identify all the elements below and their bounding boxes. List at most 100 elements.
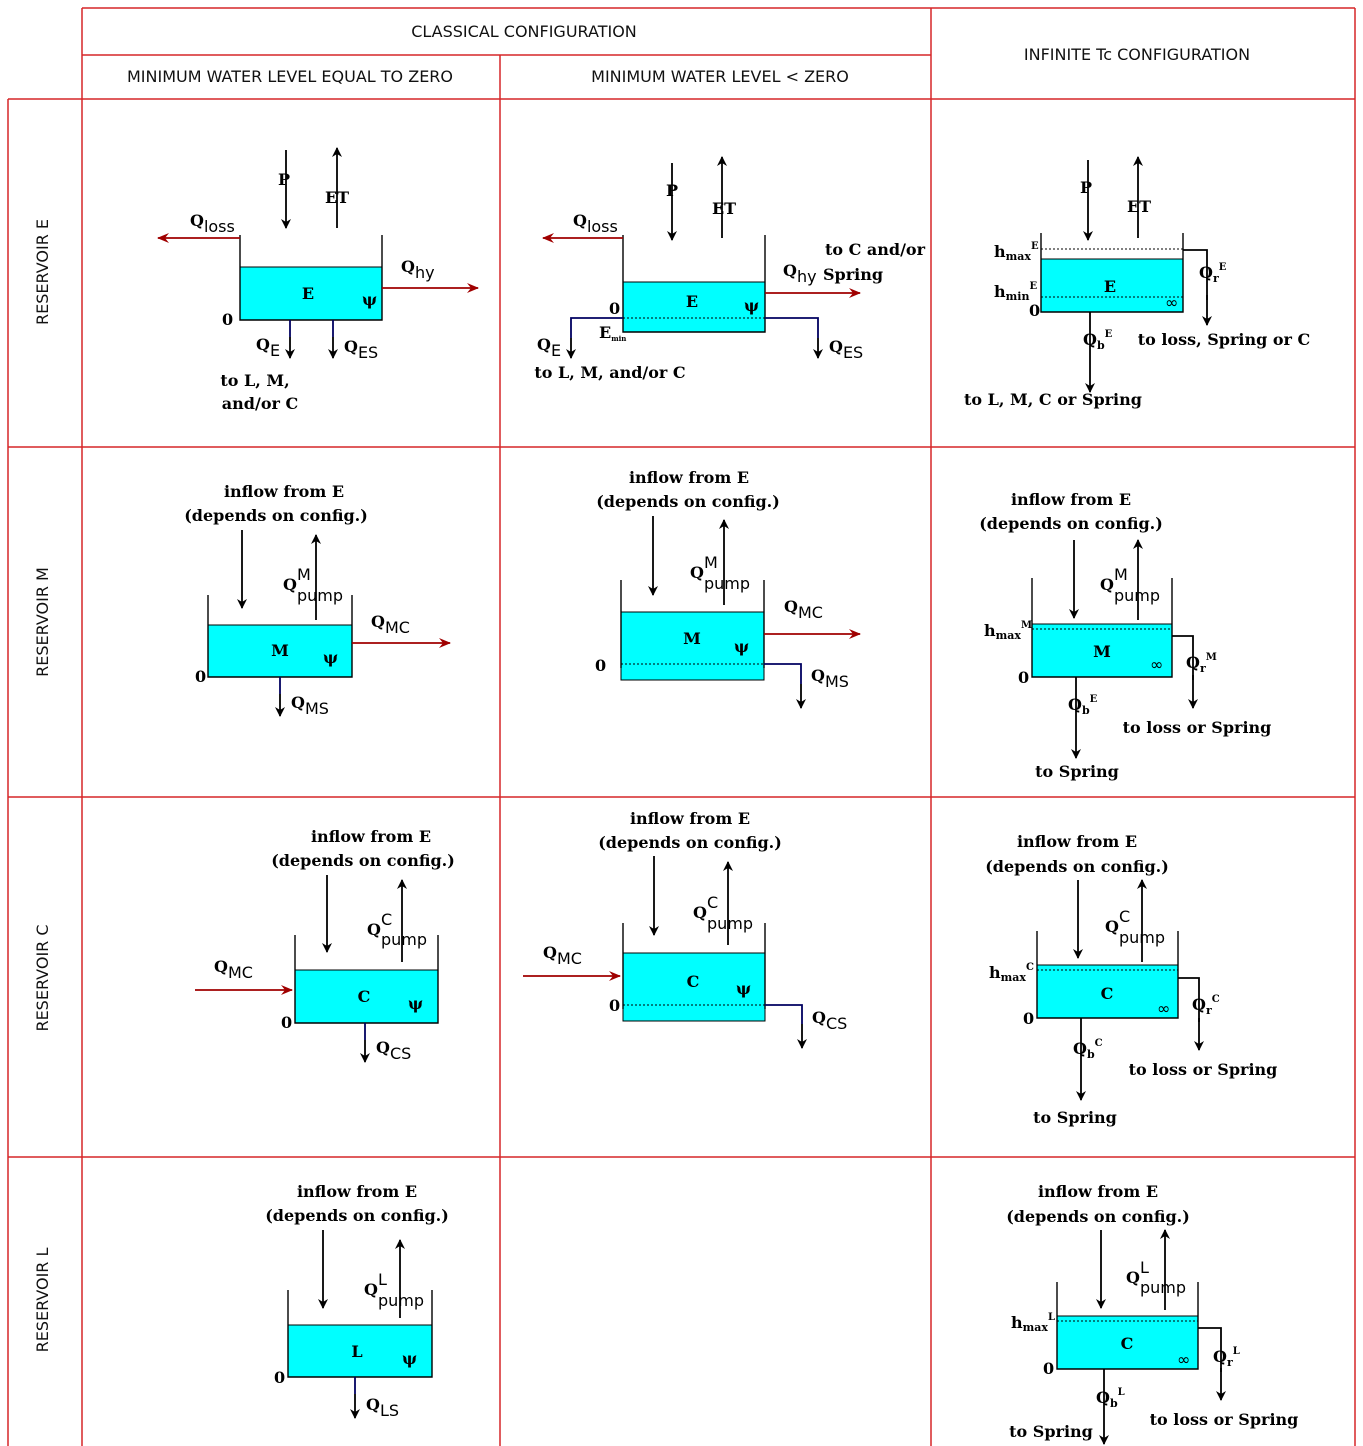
zero-label: 0 — [609, 996, 620, 1015]
pump-sub: pump — [378, 1291, 424, 1310]
qr-destination: to loss, Spring or C — [1138, 330, 1311, 349]
hmin-label: hminE — [994, 281, 1037, 303]
zero-label: 0 — [281, 1013, 292, 1032]
water-body — [622, 281, 766, 333]
cell-l-min-zero: L ψ inflow from E (depends on config.) Q… — [265, 1182, 449, 1420]
pump-sub: pump — [1140, 1278, 1186, 1297]
zero-label: 0 — [609, 299, 620, 318]
qes-label: QES — [829, 337, 863, 362]
depends-label: (depends on config.) — [271, 851, 455, 870]
pump-label: QL — [364, 1270, 387, 1299]
qr-destination: to loss or Spring — [1150, 1410, 1299, 1429]
inflow-label: inflow from E — [297, 1182, 417, 1201]
tank-label: M — [1093, 642, 1111, 661]
valve-icon: ψ — [408, 994, 423, 1013]
qms-label: QMS — [811, 666, 849, 691]
tank-label: C — [1121, 1334, 1134, 1353]
pump-sub: pump — [704, 574, 750, 593]
tank-walls — [1056, 1282, 1199, 1370]
valve-icon: ψ — [402, 1349, 417, 1368]
qe-pipe — [570, 317, 623, 338]
zero-label: 0 — [195, 667, 206, 686]
tank-label: E — [302, 284, 314, 303]
tank-walls — [1040, 233, 1184, 313]
emin-label: Emin — [599, 323, 626, 343]
infinity-icon: ∞ — [1157, 999, 1170, 1018]
qhy-label: Qhy — [401, 257, 435, 282]
qe-label: QE — [537, 335, 561, 360]
pump-sub: pump — [1114, 586, 1160, 605]
et-label: ET — [712, 199, 736, 218]
qcs-label: QCS — [812, 1008, 847, 1033]
zero-label: 0 — [1029, 301, 1040, 320]
qmc-label: QMC — [543, 943, 582, 968]
qb-label: QbE — [1068, 694, 1098, 717]
qms-label: QMS — [291, 693, 329, 718]
pump-sub: pump — [707, 914, 753, 933]
inflow-label: inflow from E — [1017, 832, 1137, 851]
cell-m-min-below-zero: M ψ inflow from E (depends on config.) Q… — [595, 468, 861, 709]
dest-line-1: to C and/or — [825, 240, 926, 259]
qb-label: QbL — [1096, 1387, 1125, 1410]
qr-label: QrC — [1192, 994, 1220, 1017]
tank-label: E — [686, 292, 698, 311]
depends-label: (depends on config.) — [184, 506, 368, 525]
zero-label: 0 — [222, 310, 233, 329]
qr-label: QrM — [1186, 652, 1217, 675]
tank-walls — [1036, 931, 1179, 1019]
water-body — [620, 611, 765, 681]
table-grid — [7, 7, 1356, 1446]
row-label-reservoir-l: RESERVOIR L — [33, 1248, 52, 1353]
cell-e-min-below-zero: E ψ P ET Qloss Qhy to C and/or Spring 0 … — [534, 156, 926, 382]
precip-label: P — [278, 170, 290, 189]
zero-label: 0 — [274, 1368, 285, 1387]
qb-destination: to Spring — [1035, 762, 1119, 781]
qmc-label: QMC — [784, 597, 823, 622]
header-min-zero: MINIMUM WATER LEVEL EQUAL TO ZERO — [127, 67, 453, 86]
valve-icon: ψ — [744, 296, 759, 315]
tank-label: C — [358, 987, 371, 1006]
tank-walls — [239, 235, 383, 321]
cell-e-min-zero: E ψ P ET Qloss Qhy 0 QE QES to L, M, and… — [157, 147, 479, 413]
header-classical: CLASSICAL CONFIGURATION — [411, 22, 637, 41]
pump-label: QM — [283, 565, 311, 594]
inflow-label: inflow from E — [629, 468, 749, 487]
qmc-label: QMC — [214, 957, 253, 982]
infinity-icon: ∞ — [1150, 655, 1163, 674]
zero-label: 0 — [1018, 668, 1029, 687]
row-label-reservoir-c: RESERVOIR C — [33, 924, 52, 1031]
header-infinite: INFINITE Tc CONFIGURATION — [1024, 45, 1250, 64]
qb-label: QbE — [1083, 329, 1113, 352]
qb-destination: to Spring — [1009, 1422, 1093, 1441]
depends-label: (depends on config.) — [265, 1206, 449, 1225]
et-label: ET — [1127, 197, 1151, 216]
dest-line-2: and/or C — [222, 394, 298, 413]
tank-walls — [622, 235, 766, 333]
row-label-reservoir-e: RESERVOIR E — [33, 219, 52, 325]
cell-c-min-below-zero: C ψ inflow from E (depends on config.) Q… — [523, 809, 847, 1049]
hmax-label: hmaxC — [989, 962, 1034, 984]
inflow-label: inflow from E — [311, 827, 431, 846]
qes-label: QES — [344, 337, 378, 362]
tank-label: M — [683, 629, 701, 648]
qb-destination: to Spring — [1033, 1108, 1117, 1127]
zero-label: 0 — [595, 656, 606, 675]
water-body — [1031, 623, 1173, 678]
cell-c-infinite-tc: C ∞ inflow from E (depends on config.) Q… — [985, 832, 1277, 1127]
pump-label: QM — [690, 553, 718, 582]
tank-walls — [294, 935, 439, 1024]
qhy-label: Qhy — [783, 261, 817, 286]
tank-walls — [287, 1290, 433, 1378]
depends-label: (depends on config.) — [1006, 1207, 1190, 1226]
tank-walls — [1031, 578, 1173, 678]
qes-pipe — [765, 317, 819, 338]
qloss-label: Qloss — [573, 211, 618, 236]
pump-label: QC — [1105, 907, 1130, 936]
cell-c-min-zero: C ψ inflow from E (depends on config.) Q… — [195, 827, 455, 1063]
depends-label: (depends on config.) — [979, 514, 1163, 533]
qcs-label: QCS — [376, 1038, 411, 1063]
water-body — [239, 266, 383, 321]
precip-label: P — [666, 181, 678, 200]
